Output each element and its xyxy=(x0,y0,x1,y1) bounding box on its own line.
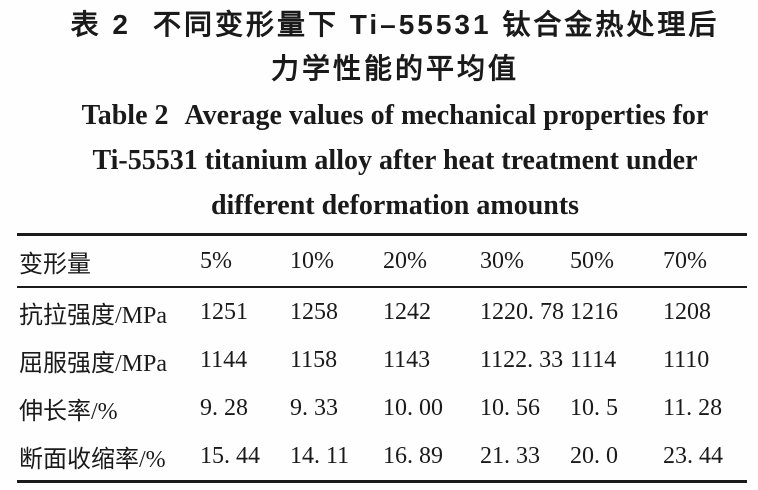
table-cell: 1110 xyxy=(663,346,710,373)
row-label: 断面收缩率/% xyxy=(19,446,166,473)
table-cell: 1122. 33 xyxy=(480,346,564,373)
column-header-5pct: 5% xyxy=(200,236,290,288)
table-cell: 9. 33 xyxy=(290,394,338,421)
column-header-20pct: 20% xyxy=(383,236,480,288)
table-cell: 1144 xyxy=(200,346,248,373)
table-cell: 1258 xyxy=(290,298,338,325)
caption-en-line1: Table 2 Average values of mechanical prop… xyxy=(30,93,758,138)
caption-en-line1-text: Average values of mechanical properties … xyxy=(184,100,709,131)
caption-zh-line1: 表 2 不同变形量下 Ti–55531 钛合金热处理后 xyxy=(30,3,758,47)
column-header-deformation: 变形量 xyxy=(17,236,200,288)
table-cell: 23. 44 xyxy=(663,442,723,469)
caption-en-line3: different deformation amounts xyxy=(210,190,580,221)
table-cell: 11. 28 xyxy=(663,394,723,421)
table-caption-en: Table 2 Average values of mechanical prop… xyxy=(30,93,758,228)
table-cell: 1143 xyxy=(383,346,431,373)
table-cell: 9. 28 xyxy=(200,394,248,421)
row-label: 抗拉强度/MPa xyxy=(19,302,168,329)
properties-table: 变形量 5% 10% 20% 30% 50% 70% 抗拉强度/MPa 1251… xyxy=(17,233,747,483)
table-cell: 1220. 78 xyxy=(480,298,564,325)
table-cell: 14. 11 xyxy=(290,442,350,469)
table-cell: 10. 00 xyxy=(383,394,443,421)
column-header-30pct: 30% xyxy=(480,236,570,288)
table-cell: 1216 xyxy=(570,298,618,325)
row-label: 屈服强度/MPa xyxy=(19,350,168,377)
table-cell: 10. 5 xyxy=(570,394,618,421)
table-cell: 1114 xyxy=(570,346,617,373)
column-header-10pct: 10% xyxy=(290,236,383,288)
caption-zh-label: 表 2 xyxy=(70,9,131,40)
table-cell: 1242 xyxy=(383,298,431,325)
table-cell: 21. 33 xyxy=(480,442,540,469)
table-cell: 20. 0 xyxy=(570,442,618,469)
table-cell: 1158 xyxy=(290,346,338,373)
column-header-50pct: 50% xyxy=(570,236,663,288)
table-row-tensile-strength: 抗拉强度/MPa 1251 1258 1242 1220. 78 1216 12… xyxy=(17,288,747,336)
table-cell: 15. 44 xyxy=(200,442,260,469)
table-cell: 1251 xyxy=(200,298,248,325)
table-cell: 16. 89 xyxy=(383,442,443,469)
table-caption-zh: 表 2 不同变形量下 Ti–55531 钛合金热处理后 力学性能的平均值 xyxy=(30,3,758,91)
row-label: 伸长率/% xyxy=(19,398,118,425)
caption-en-label: Table 2 xyxy=(81,100,169,131)
caption-zh-line2: 力学性能的平均值 xyxy=(270,53,519,84)
header-row: 变形量 5% 10% 20% 30% 50% 70% xyxy=(17,236,747,288)
table-cell: 10. 56 xyxy=(480,394,540,421)
table-row-yield-strength: 屈服强度/MPa 1144 1158 1143 1122. 33 1114 11… xyxy=(17,336,747,384)
table-row-elongation: 伸长率/% 9. 28 9. 33 10. 00 10. 56 10. 5 11… xyxy=(17,384,747,432)
table-cell: 1208 xyxy=(663,298,711,325)
table-row-reduction-of-area: 断面收缩率/% 15. 44 14. 11 16. 89 21. 33 20. … xyxy=(17,432,747,480)
column-header-70pct: 70% xyxy=(663,236,747,288)
caption-en-line2: Ti-55531 titanium alloy after heat treat… xyxy=(92,145,698,176)
caption-zh-line1-text: 不同变形量下 Ti–55531 钛合金热处理后 xyxy=(152,9,720,40)
